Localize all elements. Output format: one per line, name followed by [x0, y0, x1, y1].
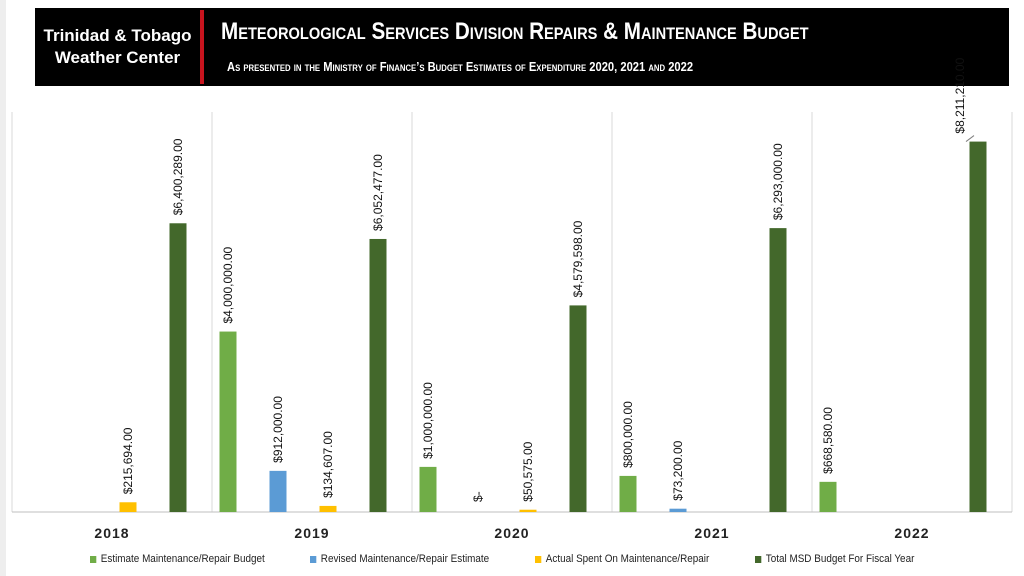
data-label: $6,052,477.00: [371, 154, 385, 231]
data-label: $4,579,598.00: [571, 220, 585, 297]
data-label: $8,211,210.00: [953, 57, 967, 133]
data-label: $1,000,000.00: [421, 382, 435, 459]
bar-2018-series-3: [119, 502, 137, 512]
brand-line-1: Trinidad & Tobago: [43, 26, 192, 45]
legend-label: Actual Spent On Maintenance/Repair: [546, 553, 710, 565]
bar-2019-series-2: [269, 470, 287, 512]
legend-label: Revised Maintenance/Repair Estimate: [321, 553, 490, 565]
bar-2019-series-3: [319, 505, 337, 512]
page-edge: [0, 0, 6, 576]
bar-2020-series-4: [569, 305, 587, 512]
bar-2021-series-2: [669, 508, 687, 512]
legend-item: Total MSD Budget For Fiscal Year: [754, 553, 915, 565]
data-label: $-: [471, 491, 485, 502]
bar-2021-series-4: [769, 228, 787, 512]
legend-label: Estimate Maintenance/Repair Budget: [100, 553, 265, 565]
legend-swatch: [90, 555, 97, 563]
bar-2021-series-1: [619, 475, 637, 512]
bar-2019-series-4: [369, 238, 387, 512]
chart-legend: Estimate Maintenance/Repair Budget Revise…: [90, 551, 958, 567]
data-label: $800,000.00: [621, 401, 635, 468]
x-tick-label: 2021: [694, 525, 729, 541]
data-label: $134,607.00: [321, 431, 335, 498]
data-label: $6,293,000.00: [771, 143, 785, 220]
x-tick-label: 2022: [894, 525, 929, 541]
legend-item: Estimate Maintenance/Repair Budget: [90, 553, 265, 565]
bar-2019-series-1: [219, 331, 237, 512]
legend-swatch: [754, 555, 762, 563]
bar-2020-series-1: [419, 466, 437, 512]
chart-subtitle: As presented in the Ministry of Finance’…: [227, 59, 694, 74]
bar-2022-series-1: [819, 481, 837, 512]
data-label: $215,694.00: [121, 427, 135, 494]
legend-item: Actual Spent On Maintenance/Repair: [535, 553, 710, 565]
data-label: $6,400,289.00: [171, 138, 185, 215]
data-label: $50,575.00: [521, 441, 535, 501]
legend-label: Total MSD Budget For Fiscal Year: [765, 553, 915, 565]
bar-2020-series-3: [519, 509, 537, 512]
x-tick-label: 2018: [94, 525, 129, 541]
brand-line-2: Weather Center: [54, 48, 181, 67]
legend-swatch: [310, 555, 317, 563]
data-label: $73,200.00: [671, 440, 685, 500]
header-divider: [200, 10, 204, 84]
legend-swatch: [535, 555, 542, 563]
data-label: $668,580.00: [821, 407, 835, 474]
x-tick-label: 2019: [294, 525, 329, 541]
x-tick-label: 2020: [494, 525, 529, 541]
data-label: $4,000,000.00: [221, 246, 235, 323]
chart-title: Meteorological Services Division Repairs…: [221, 18, 809, 45]
bar-2022-series-4: [969, 141, 987, 512]
bar-2018-series-4: [169, 223, 187, 512]
legend-item: Revised Maintenance/Repair Estimate: [310, 553, 489, 565]
header-banner: Trinidad & Tobago Weather Center Meteoro…: [35, 8, 1009, 86]
data-label: $912,000.00: [271, 396, 285, 463]
label-leader-line: [965, 135, 975, 142]
brand-name: Trinidad & Tobago Weather Center: [35, 8, 200, 86]
